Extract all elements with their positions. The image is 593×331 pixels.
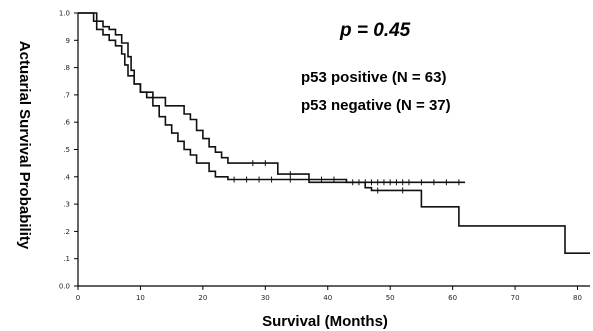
ticks: 0.0 .1 .2 .3 .4 .5 .6 .7 .8 9 1.0 0 10 20 30 40 50 60 70 80 [59, 10, 582, 303]
survival-curve-1 [78, 12, 590, 254]
x-tick-label: 60 [448, 294, 457, 302]
x-tick-label: 40 [323, 294, 332, 302]
y-tick-label: .8 [63, 64, 70, 72]
y-tick-label: .6 [63, 119, 70, 127]
survival-curve-2 [78, 12, 466, 184]
legend-p53-positive: p53 positive (N = 63) [301, 69, 446, 86]
x-tick-label: 20 [198, 294, 207, 302]
y-tick-label: .3 [63, 201, 70, 209]
legend-p53-negative: p53 negative (N = 37) [301, 97, 451, 114]
y-tick-label: .4 [63, 173, 70, 181]
y-tick-label: .1 [63, 255, 70, 263]
x-tick-label: 10 [136, 294, 145, 302]
y-tick-label: 0.0 [59, 283, 70, 291]
x-axis-title: Survival (Months) [262, 313, 388, 330]
x-tick-label: 0 [76, 294, 80, 302]
y-tick-label: .7 [63, 91, 70, 99]
x-tick-label: 80 [573, 294, 582, 302]
curves [78, 12, 590, 254]
x-tick-label: 70 [511, 294, 520, 302]
axes [77, 13, 590, 287]
x-tick-label: 30 [261, 294, 270, 302]
y-tick-label: .5 [63, 146, 70, 154]
y-tick-label: 9 [66, 37, 70, 45]
y-axis-title: Actuarial Survival Probability [16, 41, 33, 250]
x-tick-label: 50 [386, 294, 395, 302]
y-tick-label: 1.0 [59, 10, 70, 18]
y-tick-label: .2 [63, 228, 70, 236]
p-value-label: p = 0.45 [339, 20, 411, 41]
